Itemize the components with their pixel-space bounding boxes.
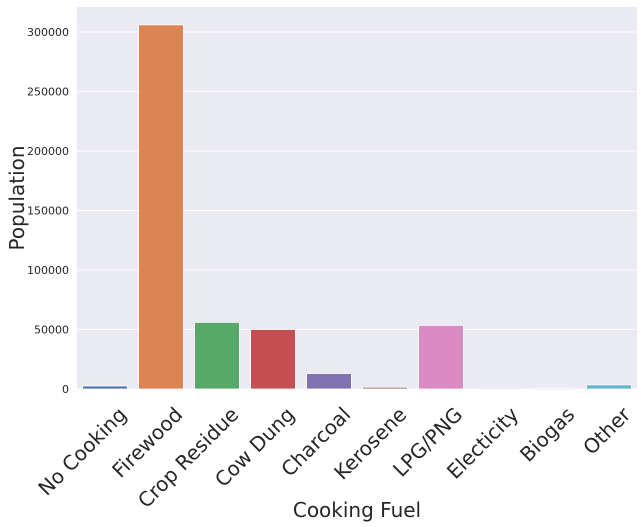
y-tick-label: 100000 xyxy=(27,264,69,277)
bar-other xyxy=(586,384,632,390)
bar-charcoal xyxy=(306,373,352,390)
y-axis-ticks: 0 50000 100000 150000 200000 250000 300000 xyxy=(27,26,69,396)
y-tick-label: 50000 xyxy=(34,323,69,336)
bar-biogas xyxy=(530,388,576,391)
bar-lpg-png xyxy=(418,324,464,390)
bar-firewood xyxy=(138,24,184,390)
bar-crop-residue xyxy=(194,321,240,390)
y-tick-label: 250000 xyxy=(27,85,69,98)
x-tick-label: No Cooking xyxy=(33,402,131,500)
y-tick-label: 300000 xyxy=(27,26,69,39)
bar-no-cooking xyxy=(82,385,128,390)
bar-cow-dung xyxy=(250,329,296,390)
x-axis-label: Cooking Fuel xyxy=(293,498,421,522)
y-tick-label: 0 xyxy=(62,383,69,396)
x-tick-label: Other xyxy=(578,402,636,460)
y-axis-label: Population xyxy=(5,145,29,250)
bar-kerosene xyxy=(362,386,408,390)
bar-electicity xyxy=(474,387,520,390)
y-tick-label: 200000 xyxy=(27,145,69,158)
y-tick-label: 150000 xyxy=(27,204,69,217)
x-tick-label: Biogas xyxy=(515,402,579,466)
bars xyxy=(82,24,632,391)
